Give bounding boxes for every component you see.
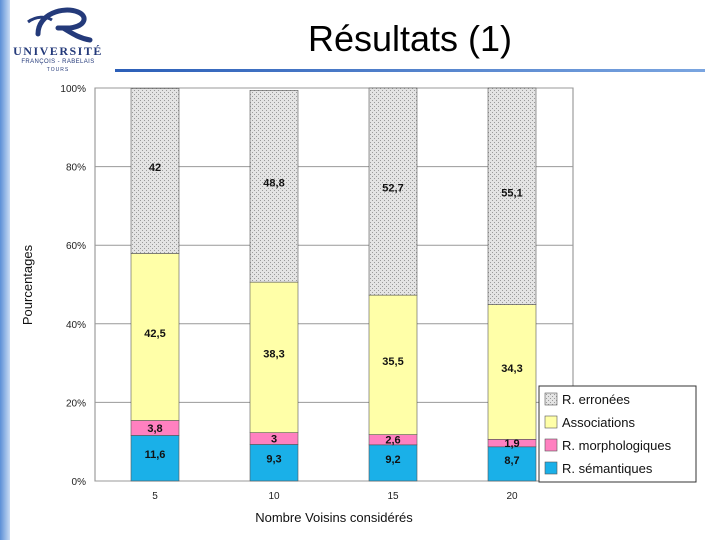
bar-segment	[487, 446, 537, 482]
data-label: 3,8	[147, 423, 162, 435]
bar-segment	[249, 90, 299, 283]
data-label: 3	[271, 434, 277, 446]
bar-segment	[368, 444, 418, 482]
data-label: 35,5	[382, 356, 403, 368]
legend-swatch	[544, 415, 558, 429]
logo-emblem	[27, 7, 93, 43]
data-label: 48,8	[263, 177, 284, 189]
legend-swatch	[544, 461, 558, 475]
x-tick-label: 15	[387, 491, 399, 502]
y-tick-label: 20%	[66, 398, 86, 409]
y-tick-label: 60%	[66, 241, 86, 252]
legend-box	[538, 385, 697, 483]
logo-subtext-city: TOURS	[46, 67, 70, 73]
legend-entry: Associations	[562, 415, 635, 430]
legend-entry: R. erronées	[562, 392, 630, 407]
data-label: 52,7	[382, 183, 403, 195]
x-tick-label: 10	[268, 491, 280, 502]
bar-segment	[487, 304, 537, 440]
data-label: 9,3	[266, 454, 281, 466]
bar-segment	[130, 253, 180, 421]
legend-entry: R. sémantiques	[562, 461, 653, 476]
y-tick-label: 100%	[60, 84, 86, 95]
university-logo: UNIVERSITÉ FRANÇOIS - RABELAIS TOURS	[8, 4, 108, 74]
bar-segment	[130, 88, 180, 254]
bar-segment	[249, 281, 299, 433]
y-axis-label: Pourcentages	[20, 244, 35, 325]
y-tick-label: 80%	[66, 163, 86, 174]
legend-entry: R. morphologiques	[562, 438, 672, 453]
y-tick-label: 0%	[72, 477, 87, 488]
y-tick-label: 40%	[66, 320, 86, 331]
x-axis-ticks: 5 10 15 20	[152, 491, 518, 502]
data-label: 1,9	[504, 438, 519, 450]
x-tick-label: 20	[506, 491, 518, 502]
data-label: 2,6	[385, 435, 400, 447]
bar-segment	[368, 294, 418, 435]
logo-subtext: FRANÇOIS - RABELAIS	[21, 59, 95, 65]
data-label: 38,3	[263, 348, 284, 360]
legend: R. erronées Associations R. morphologiques…	[538, 385, 697, 483]
data-label: 42	[149, 162, 161, 174]
page-title: Résultats (1)	[307, 18, 513, 59]
data-label: 11,6	[145, 449, 166, 461]
logo-wordmark: UNIVERSITÉ	[13, 44, 103, 58]
legend-swatch	[544, 438, 558, 452]
title-underline	[115, 69, 705, 72]
x-axis-label: Nombre Voisins considérés	[255, 510, 413, 525]
left-decorative-bar	[0, 0, 10, 540]
legend-swatch	[544, 392, 558, 406]
bar-segment	[368, 87, 418, 296]
bar-segment	[487, 87, 537, 305]
bars: 11,6 3,8 42,5 42 9,3 3 38,3 48,8 9,2 2,6 35,5 52,7 8…	[130, 87, 537, 482]
y-axis-ticks: 0% 20% 40% 60% 80% 100%	[60, 84, 86, 488]
x-tick-label: 5	[152, 491, 158, 502]
data-label: 9,2	[385, 454, 400, 466]
data-label: 55,1	[501, 187, 522, 199]
bar-segment	[130, 435, 180, 482]
data-label: 34,3	[501, 363, 522, 375]
data-label: 42,5	[144, 328, 165, 340]
data-label: 8,7	[504, 455, 519, 467]
